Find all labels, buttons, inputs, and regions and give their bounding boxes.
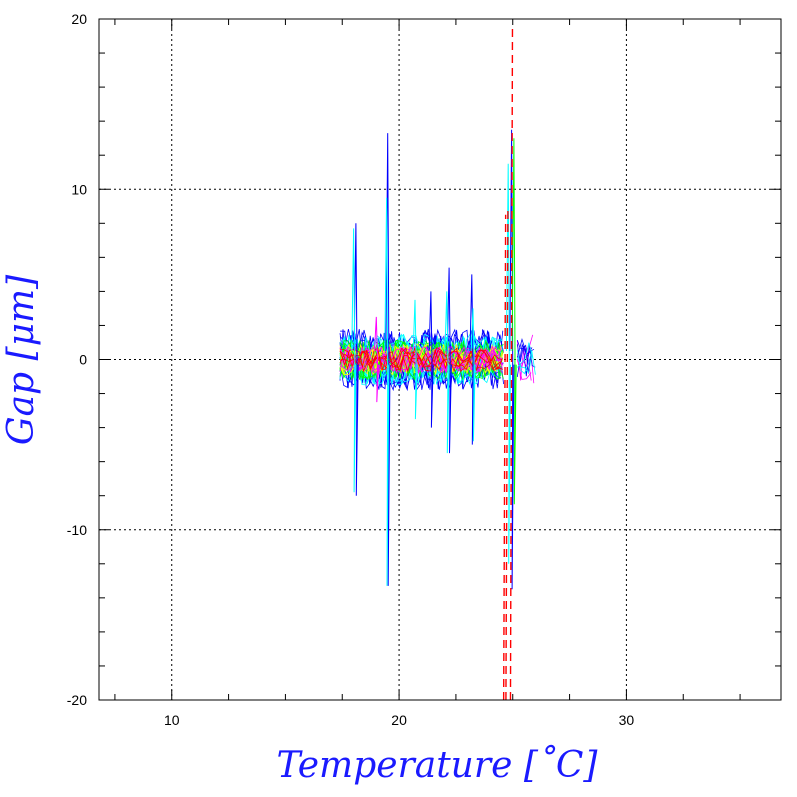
x-tick-label: 10	[164, 712, 180, 728]
series-spike	[353, 223, 359, 496]
y-tick-label: 0	[79, 352, 87, 368]
marker-line	[509, 27, 514, 701]
series-trace	[339, 339, 504, 378]
series-spike	[374, 316, 380, 403]
series-trace	[516, 343, 533, 377]
series-spike	[509, 129, 515, 590]
series-spike	[470, 308, 476, 442]
series-trace	[339, 347, 503, 373]
series-spike	[412, 299, 418, 420]
x-axis-title: Temperature [˚C]	[277, 745, 599, 786]
marker-line	[502, 214, 507, 701]
y-tick-label: -10	[67, 522, 87, 538]
y-tick-label: 20	[71, 11, 87, 27]
series-spike	[446, 267, 452, 454]
series-spike	[511, 138, 517, 505]
series-trace	[516, 344, 536, 377]
series-trace	[516, 337, 532, 358]
series-spike	[384, 197, 390, 586]
series-trace	[516, 342, 534, 368]
y-tick-label: 10	[71, 181, 87, 197]
series-spike	[351, 228, 357, 493]
series-spike	[469, 274, 475, 445]
plot-area	[339, 27, 536, 701]
x-tick-label: 20	[391, 712, 407, 728]
axis-ticks	[99, 19, 781, 700]
series-spike	[428, 291, 434, 428]
marker-line	[505, 206, 509, 701]
y-axis-title: Gap [μm]	[1, 274, 42, 445]
series-spike	[444, 291, 450, 454]
series-trace	[339, 346, 503, 374]
x-tick-label: 30	[619, 712, 635, 728]
y-tick-label: -20	[67, 692, 87, 708]
series-trace	[516, 349, 536, 375]
tick-labels: 10 20 30 20 10 0 -10 -20	[67, 11, 635, 728]
